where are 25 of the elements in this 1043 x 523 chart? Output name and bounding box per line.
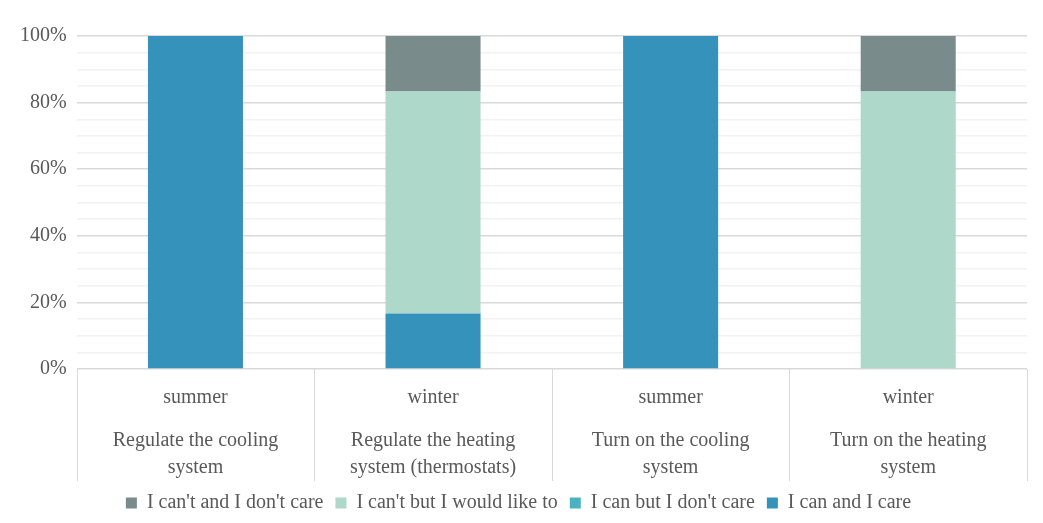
bar <box>147 36 243 369</box>
bar <box>860 36 956 92</box>
y-tick-label: 0% <box>39 356 67 379</box>
bar <box>385 36 481 92</box>
legend-label: I can and I care <box>787 490 912 513</box>
y-tick-label: 80% <box>29 89 67 112</box>
bar <box>623 36 719 369</box>
y-tick-label: 60% <box>29 156 67 179</box>
text: Turn on the heating system <box>829 428 987 479</box>
x-tick-label: winter <box>882 385 935 408</box>
x-tick-label: winter <box>407 385 459 408</box>
text: Turn on the cooling system <box>591 428 750 479</box>
y-tick-label: 20% <box>29 289 67 312</box>
text: Regulate the cooling system <box>112 428 279 479</box>
y-tick-label: 40% <box>29 223 67 246</box>
bar <box>860 91 956 369</box>
y-tick-label: 100% <box>19 23 67 46</box>
bar <box>385 91 481 314</box>
bar <box>385 313 481 369</box>
legend-label: I can but I don't care <box>590 490 755 513</box>
legend-label: I can't and I don't care <box>146 490 324 513</box>
x-tick-label: summer <box>638 385 704 408</box>
text: Regulate the heating system (thermostats) <box>349 428 517 479</box>
legend-label: I can't but I would like to <box>356 490 558 513</box>
x-tick-label: summer <box>163 385 229 408</box>
